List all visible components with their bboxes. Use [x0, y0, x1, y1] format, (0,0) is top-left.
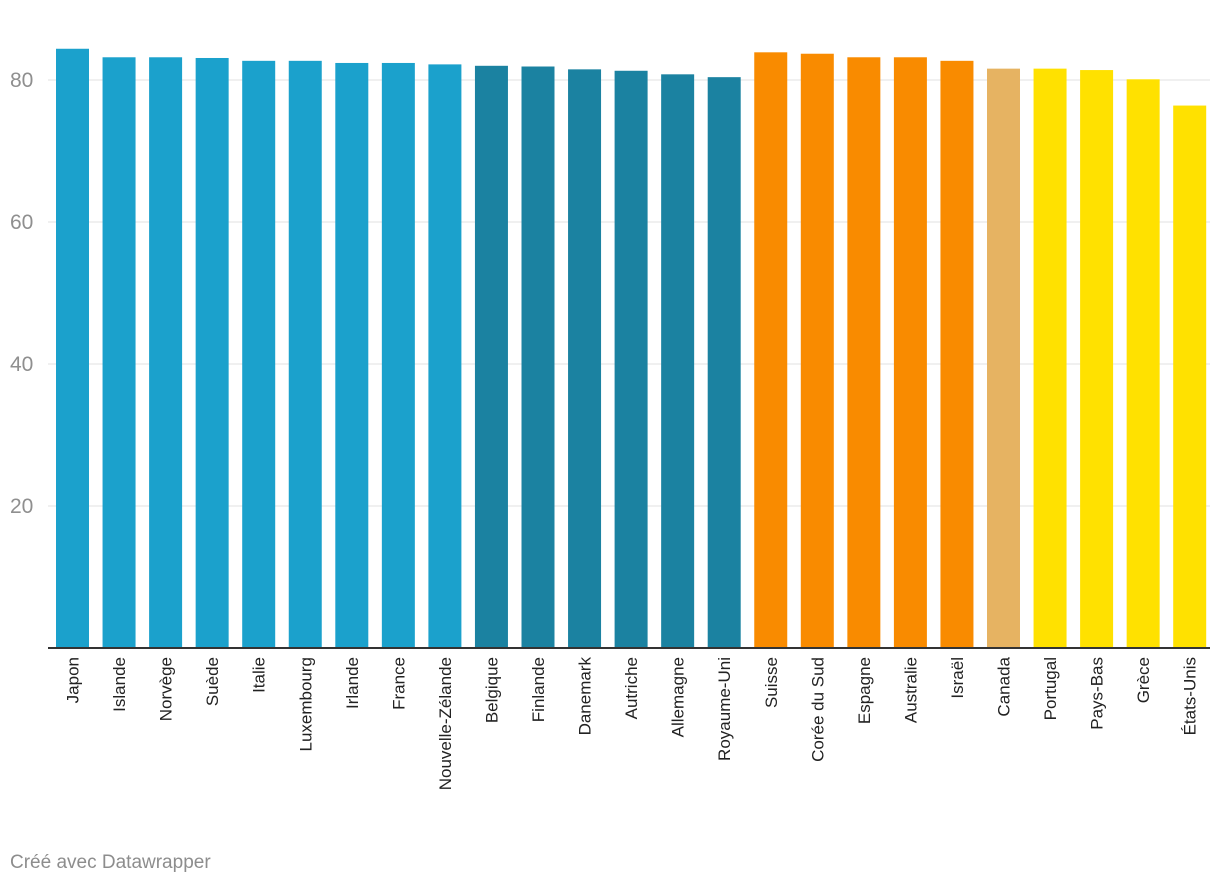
bar-17 [847, 57, 881, 648]
bar-18 [893, 57, 927, 648]
x-tick-label-11: Danemark [576, 657, 595, 736]
y-tick-label-40: 40 [10, 353, 33, 376]
x-tick-label-22: Pays-Bas [1088, 657, 1107, 730]
x-tick-label-13: Allemagne [669, 657, 688, 737]
x-tick-label-21: Portugal [1041, 657, 1060, 720]
bar-10 [521, 66, 555, 648]
bar-19 [940, 60, 974, 648]
bar-12 [614, 70, 648, 648]
bar-3 [195, 57, 229, 649]
x-tick-label-16: Corée du Sud [808, 657, 827, 762]
x-tick-label-7: France [389, 657, 408, 710]
x-tick-label-24: États-Unis [1181, 657, 1200, 735]
bar-5 [288, 60, 322, 648]
bar-22 [1080, 70, 1114, 648]
bar-1 [102, 57, 136, 648]
bar-4 [242, 60, 276, 648]
bar-20 [987, 68, 1020, 648]
bar-13 [661, 74, 695, 648]
y-tick-label-80: 80 [10, 69, 33, 92]
x-tick-label-12: Autriche [622, 657, 641, 719]
x-tick-label-9: Belgique [482, 657, 501, 723]
bar-2 [149, 57, 183, 648]
x-tick-label-4: Italie [250, 657, 269, 693]
bar-6 [335, 62, 369, 648]
x-tick-label-17: Espagne [855, 657, 874, 724]
bar-7 [381, 62, 415, 648]
x-tick-label-20: Canada [995, 656, 1014, 716]
credit-text: Créé avec Datawrapper [10, 852, 211, 873]
x-tick-label-0: Japon [64, 657, 83, 703]
bar-11 [568, 69, 602, 649]
bar-16 [800, 53, 834, 649]
bar-14 [707, 77, 741, 648]
x-tick-label-18: Australie [901, 657, 920, 723]
x-tick-label-15: Suisse [762, 657, 781, 708]
x-tick-label-2: Norvège [157, 657, 176, 721]
y-tick-label-60: 60 [10, 211, 33, 234]
bar-24 [1173, 105, 1207, 648]
x-tick-label-19: Israël [948, 657, 967, 699]
bar-8 [428, 64, 462, 648]
bar-15 [754, 52, 788, 649]
x-tick-label-3: Suède [203, 657, 222, 706]
x-tick-label-10: Finlande [529, 657, 548, 722]
x-tick-label-5: Luxembourg [296, 657, 315, 752]
bar-9 [474, 65, 508, 649]
x-tick-label-23: Grèce [1134, 657, 1153, 703]
x-tick-label-6: Irlande [343, 657, 362, 709]
bar-21 [1033, 68, 1067, 648]
x-tick-label-8: Nouvelle-Zélande [436, 657, 455, 790]
bar-23 [1126, 79, 1160, 649]
x-tick-label-14: Royaume-Uni [715, 657, 734, 761]
x-tick-label-1: Islande [110, 657, 129, 712]
bar-0 [56, 48, 89, 648]
y-tick-label-20: 20 [10, 495, 33, 518]
